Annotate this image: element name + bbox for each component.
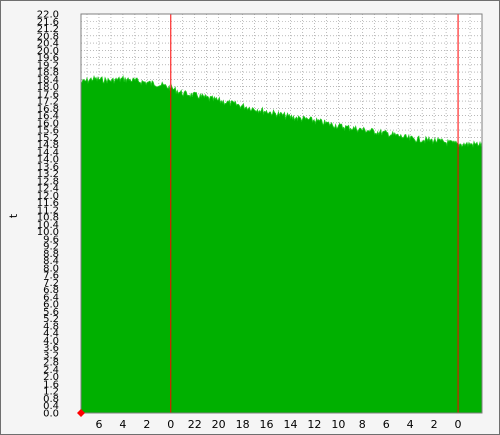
x-tick-label: 0 [455, 418, 462, 431]
y-tick-label: 6.4 [43, 292, 59, 303]
y-tick-label: 14.8 [37, 140, 59, 151]
y-tick-label: 17.2 [37, 97, 59, 108]
x-tick-label: 18 [236, 418, 250, 431]
y-tick-label: 21.2 [37, 24, 59, 35]
x-tick-label: 2 [431, 418, 438, 431]
y-tick-label: 5.6 [43, 307, 59, 318]
y-tick-label: 10.4 [37, 220, 59, 231]
y-tick-label: 3.2 [43, 350, 59, 361]
y-tick-label: 15.6 [37, 126, 59, 137]
y-tick-label: 17.6 [37, 89, 59, 100]
y-tick-label: 20.8 [37, 31, 59, 42]
y-tick-label: 5.2 [43, 314, 59, 325]
y-tick-label: 18.4 [37, 75, 59, 86]
y-tick-label: 9.6 [43, 234, 59, 245]
y-tick-label: 12.0 [37, 191, 59, 202]
y-tick-label: 14.0 [37, 155, 59, 166]
y-tick-label: 2.8 [43, 358, 59, 369]
y-tick-label: 7.6 [43, 271, 59, 282]
x-tick-label: 16 [260, 418, 274, 431]
y-tick-label: 1.2 [43, 387, 59, 398]
x-tick-label: 6 [383, 418, 390, 431]
y-tick-label: 4.4 [43, 329, 59, 340]
y-tick-label: 16.8 [37, 104, 59, 115]
x-tick-label: 12 [307, 418, 321, 431]
y-tick-label: 6.0 [43, 300, 59, 311]
y-tick-label: 7.2 [43, 278, 59, 289]
y-tick-label: 16.0 [37, 118, 59, 129]
x-tick-label: 6 [95, 418, 102, 431]
plot-border [80, 13, 483, 414]
y-tick-label: 10.0 [37, 227, 59, 238]
y-tick-label: 11.6 [37, 198, 59, 209]
y-tick-label: 0.8 [43, 394, 59, 405]
y-tick-label: 21.6 [37, 17, 59, 28]
y-tick-label: 11.2 [37, 205, 59, 216]
day-boundaries [170, 14, 459, 413]
y-tick-label: 2.0 [43, 372, 59, 383]
y-tick-label: 15.2 [37, 133, 59, 144]
y-tick-label: 4.0 [43, 336, 59, 347]
y-tick-label: 16.4 [37, 111, 59, 122]
y-tick-label: 20.0 [37, 46, 59, 57]
y-tick-label: 20.4 [37, 39, 59, 50]
y-tick-label: 6.8 [43, 285, 59, 296]
y-tick-label: 12.8 [37, 176, 59, 187]
y-tick-label: 13.6 [37, 162, 59, 173]
y-axis-label: t [7, 213, 20, 218]
x-tick-label: 4 [407, 418, 414, 431]
x-tick-label: 10 [331, 418, 345, 431]
y-tick-label: 13.2 [37, 169, 59, 180]
y-tick-label: 19.6 [37, 53, 59, 64]
y-tick-label: 18.8 [37, 68, 59, 79]
x-tick-label: 8 [359, 418, 366, 431]
x-tick-label: 2 [143, 418, 150, 431]
y-tick-label: 2.4 [43, 365, 59, 376]
area-fill [80, 74, 483, 414]
y-tick-label: 8.0 [43, 263, 59, 274]
y-tick-label: 18.0 [37, 82, 59, 93]
y-tick-label: 22.0 [37, 10, 59, 21]
y-tick-label: 10.8 [37, 213, 59, 224]
y-tick-label: 0.0 [43, 409, 59, 420]
y-tick-labels: 0.00.40.81.21.62.02.42.83.23.64.04.44.85… [37, 10, 59, 420]
y-tick-label: 14.4 [37, 147, 59, 158]
y-tick-label: 9.2 [43, 242, 59, 253]
x-tick-labels: 6 4 2 0 22 20 18 16 14 12 10 8 6 4 2 0 [95, 418, 461, 431]
y-tick-label: 3.6 [43, 343, 59, 354]
y-tick-label: 12.4 [37, 184, 59, 195]
x-tick-label: 14 [283, 418, 297, 431]
y-tick-label: 19.2 [37, 60, 59, 71]
y-tick-label: 1.6 [43, 379, 59, 390]
x-tick-label: 22 [188, 418, 202, 431]
origin-marker [77, 409, 85, 417]
y-tick-label: 8.4 [43, 256, 59, 267]
x-tick-label: 4 [119, 418, 126, 431]
y-tick-label: 0.4 [43, 401, 59, 412]
area-series [80, 74, 483, 414]
y-tick-label: 8.8 [43, 249, 59, 260]
x-tick-label: 20 [212, 418, 226, 431]
y-tick-label: 4.8 [43, 321, 59, 332]
x-tick-label: 0 [167, 418, 174, 431]
